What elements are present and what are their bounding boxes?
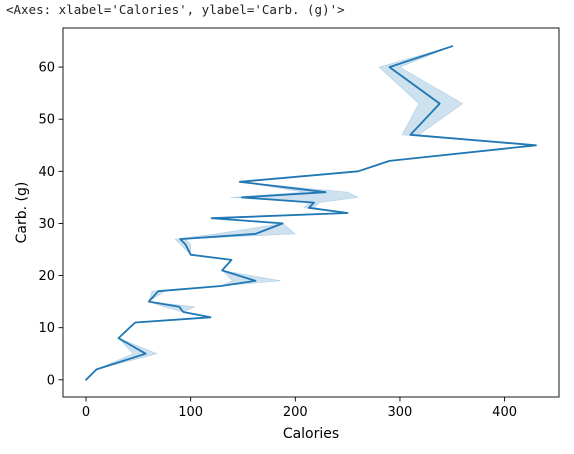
y-axis-label: Carb. (g) — [14, 182, 30, 244]
x-tick-label: 0 — [82, 405, 90, 420]
y-tick-label: 0 — [47, 373, 55, 388]
y-tick-label: 40 — [38, 165, 55, 180]
x-tick-label: 200 — [283, 405, 308, 420]
axes-repr-text: <Axes: xlabel='Calories', ylabel='Carb. … — [6, 2, 345, 17]
x-axis: 0 100 200 300 400 — [82, 397, 517, 420]
x-tick-label: 100 — [178, 405, 203, 420]
y-tick-label: 20 — [38, 269, 55, 284]
y-tick-label: 30 — [38, 217, 55, 232]
x-tick-label: 400 — [492, 405, 517, 420]
series-line-layer — [85, 45, 537, 381]
x-axis-label: Calories — [283, 426, 339, 442]
y-tick-label: 50 — [38, 113, 55, 128]
y-tick-label: 60 — [38, 61, 55, 76]
confidence-band-layer — [85, 45, 537, 381]
y-axis: 0 10 20 30 40 50 60 — [38, 61, 63, 388]
x-tick-label: 300 — [388, 405, 413, 420]
y-tick-label: 10 — [38, 321, 55, 336]
series-line — [85, 45, 537, 381]
confidence-band — [85, 45, 537, 381]
plot-frame — [62, 27, 560, 398]
